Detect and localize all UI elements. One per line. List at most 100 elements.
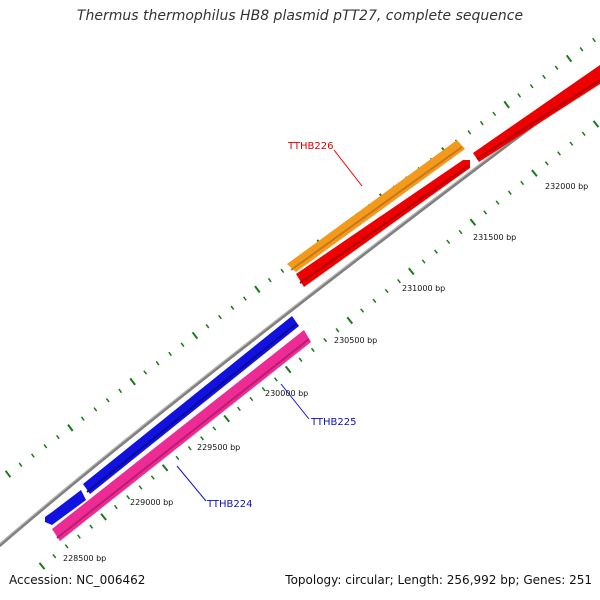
inner-tick-44	[581, 131, 586, 136]
tick-label-230000: 230000 bp	[265, 389, 308, 398]
inner-tick-40	[531, 169, 538, 177]
inner-tick-38	[507, 190, 512, 195]
outer-tick-9	[118, 388, 123, 394]
outer-tick-8	[105, 397, 110, 403]
inner-tick-36	[483, 210, 488, 215]
outer-tick-7	[93, 407, 98, 412]
gene-arrow-orange[interactable]	[287, 140, 465, 272]
outer-tick-43	[542, 74, 547, 80]
inner-tick-13	[200, 436, 204, 441]
outer-tick-16	[205, 324, 210, 329]
inner-tick-12	[187, 445, 192, 451]
inner-tick-3	[77, 534, 81, 539]
outer-tick-12	[155, 360, 160, 366]
outer-tick-18	[230, 305, 235, 311]
inner-tick-1	[52, 554, 57, 559]
outer-tick-15	[191, 331, 199, 340]
leader-line-tthb225	[280, 383, 310, 420]
outer-tick-3	[43, 444, 48, 449]
inner-tick-4	[89, 524, 94, 529]
outer-tick-38	[479, 120, 484, 126]
inner-tick-6	[113, 504, 118, 510]
outer-tick-45	[565, 54, 573, 63]
inner-tick-18	[261, 387, 266, 392]
inner-tick-8	[138, 485, 143, 490]
tick-label-231500: 231500 bp	[473, 233, 516, 242]
map-title: Thermus thermophilus HB8 plasmid pTT27, …	[76, 8, 524, 24]
gene-arrow-orange-shade	[290, 146, 463, 271]
inner-tick-39	[520, 180, 525, 186]
inner-tick-34	[458, 229, 463, 235]
outer-tick-46	[579, 47, 584, 52]
inner-tick-14	[212, 426, 217, 431]
outer-tick-21	[267, 277, 272, 283]
outer-tick-1	[18, 462, 23, 467]
outer-tick-41	[517, 93, 522, 98]
inner-tick-37	[495, 200, 500, 205]
inner-tick-16	[237, 406, 241, 412]
outer-tick-37	[467, 130, 472, 135]
tick-label-229500: 229500 bp	[197, 443, 240, 452]
inner-tick-43	[569, 141, 574, 146]
inner-tick-30	[408, 267, 415, 276]
tick-label-230500: 230500 bp	[334, 336, 377, 345]
topology-summary: Topology: circular; Length: 256,992 bp; …	[285, 573, 592, 587]
tick-label-231000: 231000 bp	[402, 284, 445, 293]
outer-tick-5	[67, 424, 74, 432]
outer-tick-17	[218, 314, 222, 320]
outer-tick-ring	[4, 37, 596, 478]
gene-label-tthb226[interactable]: TTHB226	[287, 141, 334, 152]
inner-tick-11	[175, 455, 180, 461]
inner-tick-33	[446, 239, 451, 245]
outer-tick-39	[492, 111, 497, 117]
inner-tick-28	[384, 288, 389, 294]
inner-tick-5	[100, 513, 107, 521]
gene-arrow-blue-small[interactable]	[45, 490, 86, 525]
outer-tick-20	[254, 285, 261, 294]
outer-tick-40	[503, 100, 510, 109]
inner-tick-27	[372, 298, 377, 303]
gene-arrow-blue-main[interactable]	[83, 316, 299, 494]
inner-tick-41	[544, 161, 549, 166]
outer-tick-19	[242, 296, 247, 301]
outer-tick-42	[529, 83, 534, 89]
outer-tick-47	[592, 37, 596, 43]
inner-tick-35	[469, 218, 477, 226]
accession-text: Accession: NC_006462	[9, 573, 146, 587]
gene-arrow-pink-shade	[56, 338, 310, 539]
outer-tick-13	[168, 351, 173, 357]
inner-tick-26	[360, 308, 365, 313]
gene-label-tthb225[interactable]: TTHB225	[310, 417, 357, 428]
outer-tick-0	[4, 470, 12, 478]
inner-tick-17	[249, 396, 254, 402]
inner-tick-29	[397, 278, 401, 284]
outer-tick-14	[180, 342, 185, 347]
outer-tick-44	[554, 65, 559, 70]
inner-tick-45	[592, 120, 600, 128]
tick-label-232000: 232000 bp	[545, 182, 588, 191]
sequence-backbone-highlight	[0, 73, 600, 544]
gene-arrow-pink[interactable]	[52, 330, 311, 541]
outer-tick-10	[129, 377, 136, 386]
inner-tick-21	[298, 357, 303, 362]
inner-tick-31	[421, 259, 426, 264]
tick-label-228500: 228500 bp	[63, 554, 106, 563]
outer-tick-4	[55, 434, 60, 440]
outer-tick-22	[280, 268, 285, 274]
inner-tick-42	[557, 151, 561, 156]
inner-tick-15	[223, 414, 230, 423]
tick-label-229000: 229000 bp	[130, 498, 173, 507]
inner-tick-7	[126, 495, 131, 500]
gene-label-tthb224[interactable]: TTHB224	[206, 499, 253, 510]
outer-tick-2	[30, 453, 35, 458]
gene-arrow-red-upper[interactable]	[473, 65, 600, 162]
inner-tick-ring	[38, 120, 600, 570]
inner-tick-10	[161, 464, 169, 472]
gene-arrow-red-shade	[299, 165, 469, 284]
sequence-backbone	[0, 73, 600, 547]
outer-tick-6	[80, 416, 85, 421]
inner-tick-0	[38, 562, 46, 570]
inner-tick-23	[323, 337, 328, 343]
leader-line-tthb226	[333, 149, 363, 187]
